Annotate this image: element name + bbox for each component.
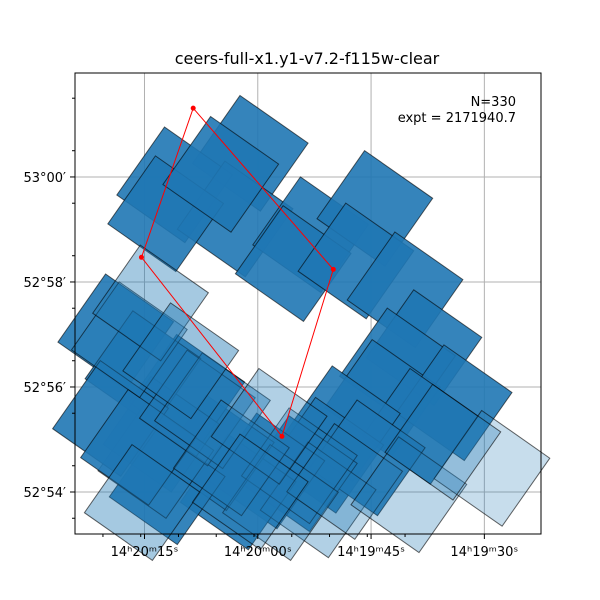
- exposure-footprint: [286, 422, 404, 540]
- exposure-footprint: [221, 443, 339, 562]
- exposure-footprint: [122, 302, 240, 420]
- outline-vertex: [138, 254, 144, 260]
- tick-labels: 14ʰ20ᵐ15ˢ 14ʰ20ᵐ00ˢ 14ʰ19ᵐ45ˢ 14ʰ19ᵐ30ˢ 52°5…: [23, 97, 518, 560]
- exptime-annotation: expt = 2171940.7: [398, 111, 516, 126]
- outline-vertex: [279, 433, 285, 439]
- plot-area: 14ʰ20ᵐ15ˢ 14ʰ20ᵐ00ˢ 14ʰ19ᵐ45ˢ 14ʰ19ᵐ30ˢ 52°5…: [23, 72, 551, 562]
- outline-vertex: [190, 105, 196, 111]
- exposure-footprint: [384, 383, 502, 501]
- exposure-footprint: [172, 399, 290, 517]
- chart-title: ceers-full-x1.y1-v7.2-f115w-clear: [175, 49, 440, 68]
- exposure-footprint: [83, 443, 201, 562]
- exposure-footprint: [240, 407, 358, 525]
- exposure-footprint: [70, 281, 188, 399]
- exposure-footprint: [350, 436, 468, 554]
- exposure-footprints: [51, 94, 551, 562]
- exposure-footprint: [259, 441, 377, 559]
- axes-frame: [74, 72, 542, 535]
- x-tick-label: 14ʰ20ᵐ15ˢ: [111, 545, 179, 560]
- x-tick-label: 14ʰ19ᵐ30ˢ: [450, 545, 518, 560]
- outline-vertex: [330, 266, 336, 272]
- exposure-footprint: [162, 115, 280, 233]
- y-tick-label: 52°58′: [23, 276, 66, 291]
- exposure-footprint: [433, 409, 551, 527]
- y-tick-label: 53°00′: [23, 171, 66, 186]
- x-tick-label: 14ʰ20ᵐ00ˢ: [224, 545, 292, 560]
- count-annotation: N=330: [471, 95, 516, 110]
- y-tick-label: 52°54′: [23, 486, 66, 501]
- exposure-footprint: [191, 433, 309, 551]
- exposure-footprint: [92, 244, 210, 362]
- exposure-footprint: [210, 367, 328, 485]
- exposure-footprint: [138, 349, 256, 467]
- x-tick-label: 14ʰ19ᵐ45ˢ: [337, 545, 405, 560]
- y-tick-label: 52°56′: [23, 381, 66, 396]
